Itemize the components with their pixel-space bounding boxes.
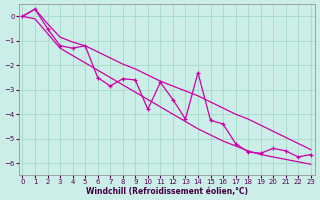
X-axis label: Windchill (Refroidissement éolien,°C): Windchill (Refroidissement éolien,°C) <box>86 187 248 196</box>
